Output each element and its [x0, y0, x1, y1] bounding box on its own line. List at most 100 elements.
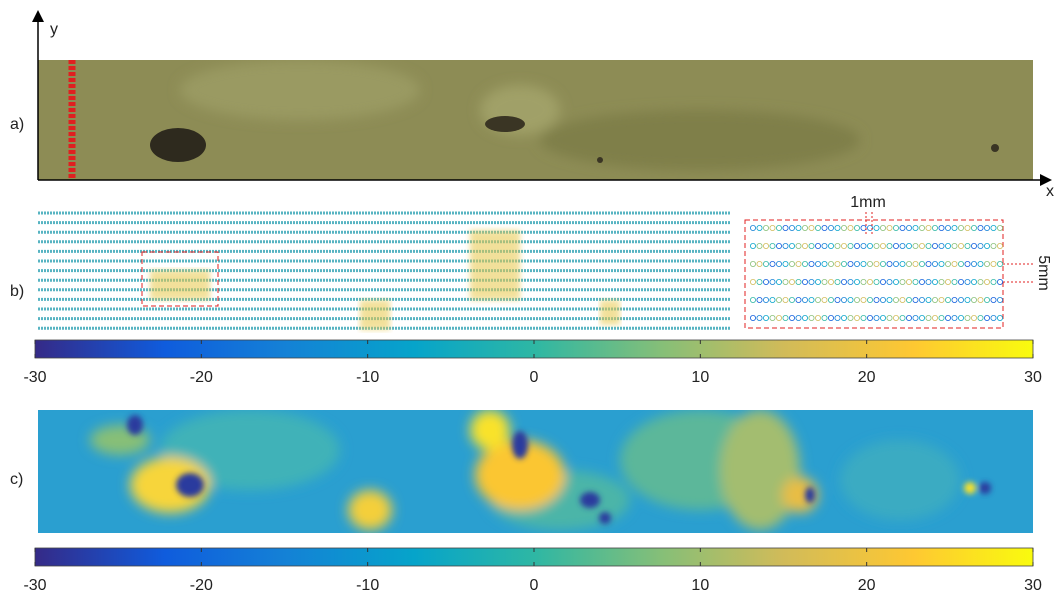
point [821, 314, 828, 321]
point [867, 242, 874, 249]
axis-label: x [1046, 183, 1054, 200]
point [802, 242, 809, 249]
dimension-label: 1mm [850, 194, 886, 211]
point [867, 296, 874, 303]
point [821, 242, 828, 249]
point [945, 260, 952, 267]
point [990, 242, 997, 249]
point [763, 242, 770, 249]
point [893, 296, 900, 303]
point [776, 278, 783, 285]
point [919, 224, 926, 231]
tick-label: 10 [691, 577, 709, 594]
point [750, 296, 757, 303]
point [795, 224, 802, 231]
heatmap-field [90, 410, 991, 530]
point [873, 224, 880, 231]
point [893, 224, 900, 231]
point [828, 224, 835, 231]
point [977, 278, 984, 285]
point [964, 278, 971, 285]
scan-rows [38, 211, 730, 330]
point [828, 296, 835, 303]
tick-label: -30 [23, 369, 46, 386]
point [932, 260, 939, 267]
point [795, 278, 802, 285]
axis-label: y [50, 21, 58, 38]
point [886, 224, 893, 231]
point [847, 314, 854, 321]
point [899, 260, 906, 267]
point [763, 296, 770, 303]
point [867, 278, 874, 285]
point [893, 314, 900, 321]
tick-label: -10 [356, 369, 379, 386]
point [880, 278, 887, 285]
point [860, 242, 867, 249]
point [919, 242, 926, 249]
point [945, 242, 952, 249]
scan-highlight [360, 300, 390, 330]
point [821, 260, 828, 267]
point [984, 260, 991, 267]
point [756, 314, 763, 321]
point [808, 296, 815, 303]
point [808, 314, 815, 321]
point [925, 260, 932, 267]
point [893, 242, 900, 249]
point [938, 242, 945, 249]
point [750, 278, 757, 285]
point [769, 224, 776, 231]
point [795, 296, 802, 303]
point [977, 242, 984, 249]
point [997, 242, 1004, 249]
point [873, 278, 880, 285]
scan-highlight [150, 270, 210, 300]
defect [991, 144, 999, 152]
point [834, 278, 841, 285]
point [964, 224, 971, 231]
point [880, 314, 887, 321]
point [834, 242, 841, 249]
point [854, 278, 861, 285]
point [925, 296, 932, 303]
point [873, 314, 880, 321]
point [834, 260, 841, 267]
point [906, 260, 913, 267]
tick-label: -20 [190, 369, 213, 386]
point [841, 224, 848, 231]
point [958, 278, 965, 285]
point [964, 314, 971, 321]
point [860, 296, 867, 303]
point [873, 242, 880, 249]
point [932, 242, 939, 249]
point [938, 224, 945, 231]
point [958, 242, 965, 249]
point [964, 296, 971, 303]
point [841, 296, 848, 303]
point [899, 242, 906, 249]
point [750, 224, 757, 231]
point [990, 314, 997, 321]
point [808, 260, 815, 267]
point [782, 296, 789, 303]
defect [485, 116, 525, 132]
point [880, 224, 887, 231]
point [938, 278, 945, 285]
point [925, 242, 932, 249]
point [977, 224, 984, 231]
point [990, 224, 997, 231]
point [990, 260, 997, 267]
point [945, 278, 952, 285]
point [769, 278, 776, 285]
point [912, 242, 919, 249]
tick-label: -30 [23, 577, 46, 594]
point [847, 242, 854, 249]
point [958, 224, 965, 231]
point [899, 278, 906, 285]
point [886, 242, 893, 249]
point [782, 314, 789, 321]
point [912, 224, 919, 231]
point [912, 296, 919, 303]
